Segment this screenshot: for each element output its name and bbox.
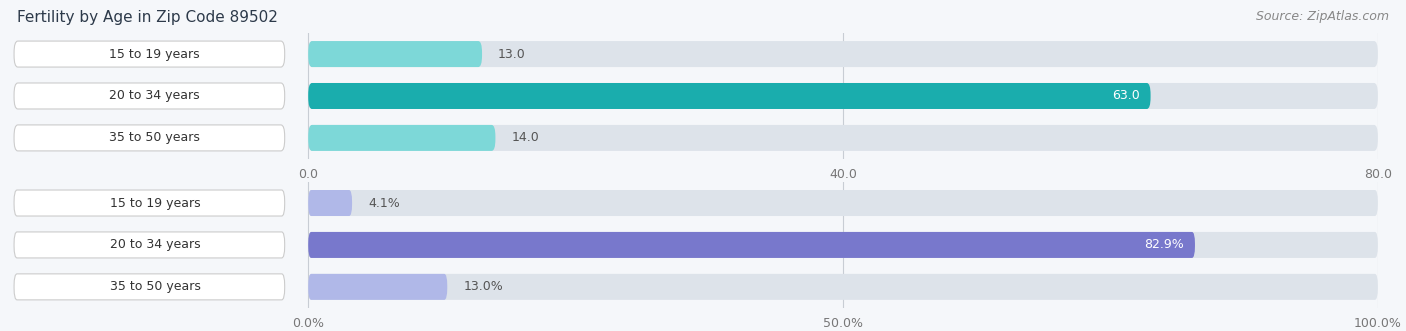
FancyBboxPatch shape	[14, 232, 284, 258]
Text: 35 to 50 years: 35 to 50 years	[110, 131, 200, 144]
FancyBboxPatch shape	[14, 190, 284, 216]
Text: 20 to 34 years: 20 to 34 years	[111, 238, 201, 252]
FancyBboxPatch shape	[308, 125, 1378, 151]
FancyBboxPatch shape	[308, 190, 352, 216]
FancyBboxPatch shape	[308, 274, 1378, 300]
FancyBboxPatch shape	[14, 125, 284, 151]
Text: 15 to 19 years: 15 to 19 years	[111, 197, 201, 210]
FancyBboxPatch shape	[14, 41, 284, 67]
Text: 13.0%: 13.0%	[464, 280, 503, 293]
Text: 13.0: 13.0	[498, 48, 526, 61]
FancyBboxPatch shape	[308, 190, 1378, 216]
Text: 14.0: 14.0	[512, 131, 540, 144]
Text: 82.9%: 82.9%	[1144, 238, 1184, 252]
FancyBboxPatch shape	[308, 41, 1378, 67]
FancyBboxPatch shape	[308, 83, 1378, 109]
Text: 15 to 19 years: 15 to 19 years	[110, 48, 200, 61]
Text: 20 to 34 years: 20 to 34 years	[110, 89, 200, 103]
FancyBboxPatch shape	[14, 83, 284, 109]
Text: 35 to 50 years: 35 to 50 years	[110, 280, 201, 293]
FancyBboxPatch shape	[308, 41, 482, 67]
FancyBboxPatch shape	[308, 125, 495, 151]
Text: 63.0: 63.0	[1112, 89, 1140, 103]
FancyBboxPatch shape	[308, 83, 1150, 109]
FancyBboxPatch shape	[14, 274, 284, 300]
FancyBboxPatch shape	[308, 274, 447, 300]
FancyBboxPatch shape	[308, 232, 1378, 258]
Text: Fertility by Age in Zip Code 89502: Fertility by Age in Zip Code 89502	[17, 10, 278, 25]
Text: Source: ZipAtlas.com: Source: ZipAtlas.com	[1256, 10, 1389, 23]
Text: 4.1%: 4.1%	[368, 197, 399, 210]
FancyBboxPatch shape	[308, 232, 1195, 258]
